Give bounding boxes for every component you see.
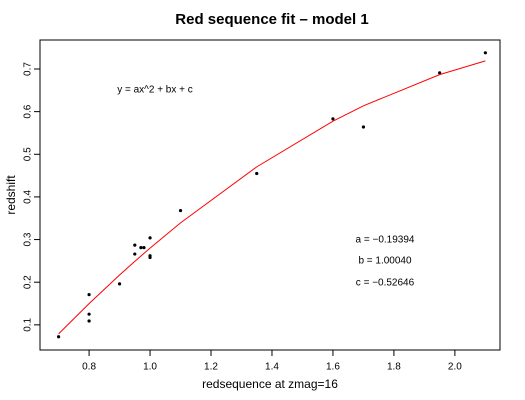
y-tick-label: 0.2 (23, 275, 34, 289)
y-tick-label: 0.1 (23, 317, 34, 331)
data-point (483, 51, 487, 55)
data-point (255, 171, 259, 176)
data-point (178, 208, 183, 213)
data-point (133, 243, 137, 247)
data-point (331, 117, 335, 121)
data-point (56, 335, 61, 339)
annotation: b = 1.00040 (358, 256, 412, 267)
data-point (142, 246, 146, 250)
x-tick-label: 0.8 (82, 362, 96, 373)
data-point (148, 236, 152, 240)
x-tick-label: 1.4 (265, 362, 279, 373)
data-point (438, 71, 442, 75)
annotation: a = −0.19394 (356, 235, 415, 246)
data-point (87, 312, 91, 316)
x-tick-label: 1.2 (204, 362, 218, 373)
plot-frame (39, 39, 501, 351)
y-tick-label: 0.3 (23, 232, 34, 246)
y-tick-label: 0.5 (23, 147, 34, 161)
y-tick-label: 0.6 (23, 104, 34, 118)
annotation: c = −0.52646 (356, 278, 415, 289)
y-tick-label: 0.4 (23, 190, 34, 204)
y-tick-label: 0.7 (23, 62, 34, 76)
x-axis-title: redsequence at zmag=16 (202, 377, 338, 391)
data-point (361, 125, 366, 129)
data-point (117, 282, 122, 286)
y-axis-title: redshift (4, 175, 18, 215)
x-tick-label: 1.6 (326, 362, 340, 373)
x-tick-label: 2.0 (448, 362, 462, 373)
data-point (87, 319, 91, 323)
fit-line (58, 60, 486, 335)
data-point (133, 252, 137, 256)
chart-title: Red sequence fit – model 1 (175, 11, 368, 28)
data-point (148, 255, 152, 260)
annotation: y = ax^2 + bx + c (117, 85, 193, 96)
data-point (87, 292, 91, 297)
data-point (139, 246, 143, 250)
x-tick-label: 1.0 (143, 362, 157, 373)
x-tick-label: 1.8 (387, 362, 401, 373)
